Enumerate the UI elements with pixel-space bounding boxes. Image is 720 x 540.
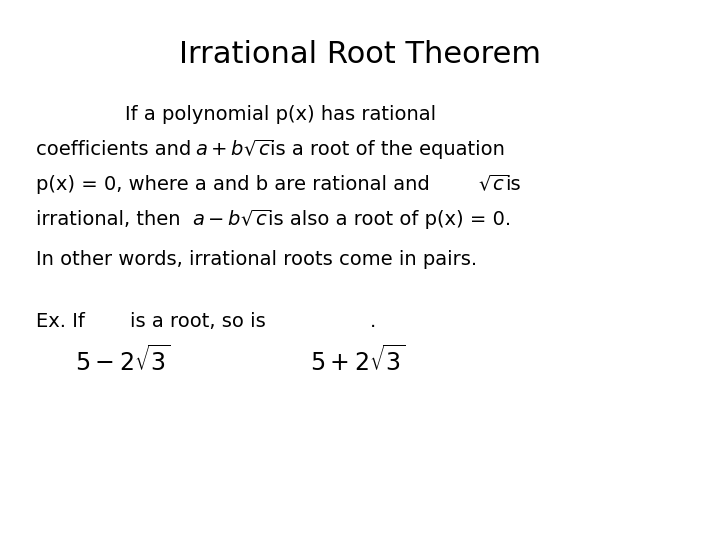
Text: $\sqrt{c}$: $\sqrt{c}$ [478, 173, 508, 194]
Text: $5-2\sqrt{3}$: $5-2\sqrt{3}$ [75, 345, 171, 375]
Text: .: . [370, 312, 377, 331]
Text: $5+2\sqrt{3}$: $5+2\sqrt{3}$ [310, 345, 406, 375]
Text: is: is [505, 175, 521, 194]
Text: $a-b\sqrt{c}$: $a-b\sqrt{c}$ [192, 208, 270, 229]
Text: coefficients and: coefficients and [36, 140, 192, 159]
Text: $a+b\sqrt{c}$: $a+b\sqrt{c}$ [195, 138, 274, 159]
Text: is a root of the equation: is a root of the equation [270, 140, 505, 159]
Text: In other words, irrational roots come in pairs.: In other words, irrational roots come in… [36, 250, 477, 269]
Text: is a root, so is: is a root, so is [130, 312, 266, 331]
Text: irrational, then: irrational, then [36, 210, 181, 229]
Text: p(x) = 0, where a and b are rational and: p(x) = 0, where a and b are rational and [36, 175, 430, 194]
Text: Ex. If: Ex. If [36, 312, 85, 331]
Text: is also a root of p(x) = 0.: is also a root of p(x) = 0. [268, 210, 511, 229]
Text: Irrational Root Theorem: Irrational Root Theorem [179, 40, 541, 69]
Text: If a polynomial p(x) has rational: If a polynomial p(x) has rational [100, 105, 436, 124]
